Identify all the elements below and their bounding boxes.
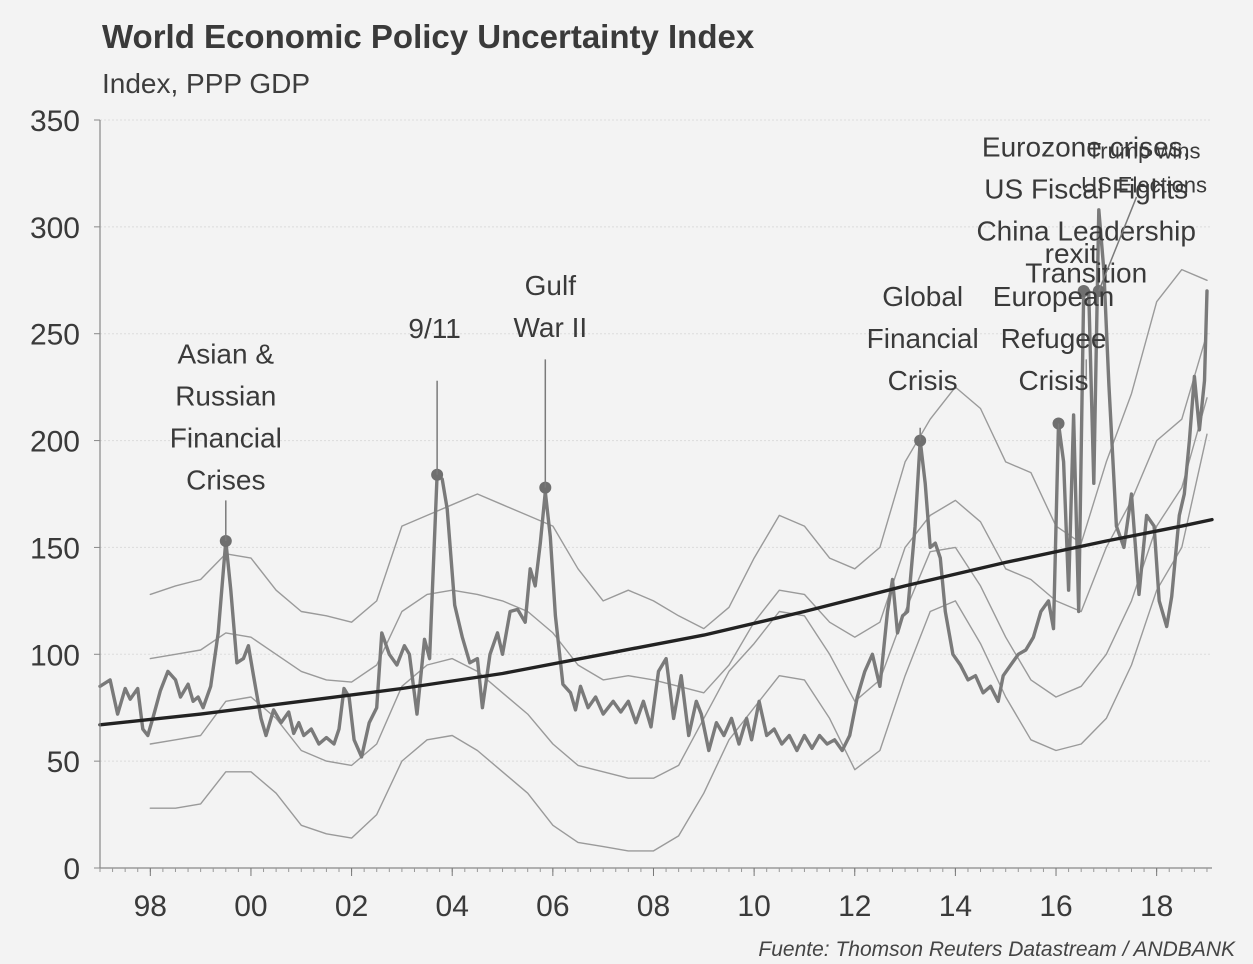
annotation: rexit: [1045, 238, 1098, 269]
y-tick-label: 250: [30, 319, 80, 352]
annotation: Asian & Russian Financial Crises: [170, 339, 282, 496]
annotation: Global Financial Crisis: [867, 281, 979, 396]
y-tick-label: 100: [30, 639, 80, 672]
annotation: Eurozone crises, US Fiscal Fights China Le…: [976, 131, 1196, 288]
y-tick-label: 0: [63, 853, 80, 886]
annotation-line: Russian: [175, 381, 276, 412]
annotation: Gulf War II: [514, 270, 588, 343]
y-tick-label: 350: [30, 105, 80, 138]
x-tick-label: 04: [436, 890, 469, 923]
x-tick-label: 02: [335, 890, 368, 923]
annotation-leader: [1098, 196, 1138, 292]
annotation-line: rexit: [1045, 238, 1098, 269]
x-tick-label: 08: [637, 890, 670, 923]
chart-title: World Economic Policy Uncertainty Index: [102, 18, 755, 55]
y-tick-label: 50: [47, 746, 80, 779]
x-tick-label: 18: [1140, 890, 1173, 923]
y-tick-label: 300: [30, 212, 80, 245]
grid-layer: [100, 119, 1212, 762]
annotation-line: US Fiscal Fights: [984, 173, 1188, 204]
annotation-line: Financial: [867, 323, 979, 354]
annotation-line: Asian &: [178, 339, 275, 370]
annotation-line: European: [993, 281, 1114, 312]
event-marker: [1077, 284, 1090, 297]
main-layer: [98, 208, 1214, 759]
x-tick-label: 00: [234, 890, 267, 923]
annotation-line: China Leadership: [976, 215, 1196, 246]
annotation-line: Crisis: [888, 365, 958, 396]
chart-subtitle: Index, PPP GDP: [102, 68, 311, 99]
annotation-line: Global: [882, 281, 963, 312]
x-tick-label: 12: [838, 890, 871, 923]
annotation: 9/11: [408, 313, 460, 344]
source-note: Fuente: Thomson Reuters Datastream / AND…: [758, 938, 1235, 961]
series-line-index: [98, 208, 1209, 759]
annotation: Trump wins US Elections: [1081, 138, 1207, 197]
x-tick-label: 16: [1039, 890, 1072, 923]
series-line-lower-band-1: [149, 433, 1208, 852]
x-tick-label: 06: [536, 890, 569, 923]
annotation-line: Crises: [186, 465, 265, 496]
series-line-upper-band-2: [149, 268, 1208, 630]
annotation-layer: Asian & Russian Financial Crises 9/11 Gulf War…: [170, 131, 1207, 542]
y-tick-label: 150: [30, 532, 80, 565]
annotation-line: 9/11: [408, 313, 460, 344]
annotation-line: War II: [514, 312, 588, 343]
band-layer: [149, 268, 1208, 852]
annotation-line: Transition: [1025, 257, 1147, 288]
annotation-line: Crisis: [1019, 365, 1089, 396]
series-line-trend: [98, 517, 1214, 727]
annotation-line: Financial: [170, 423, 282, 454]
annotation-line: Refugee: [1001, 323, 1107, 354]
annotation: European Refugee Crisis: [993, 281, 1114, 396]
x-tick-label: 98: [134, 890, 167, 923]
annotation-line: Trump wins: [1088, 138, 1201, 163]
series-line-lower-band-2: [149, 397, 1208, 779]
annotation-line: Gulf: [525, 270, 577, 301]
annotation-line: US Elections: [1081, 172, 1207, 197]
x-tick-label: 10: [737, 890, 770, 923]
x-tick-label: 14: [939, 890, 972, 923]
y-tick-label: 200: [30, 426, 80, 459]
axis-layer: 0 50 100 150 200 250 300 350 98 00 02 04 06 08 10 12 14 1…: [30, 105, 1212, 923]
annotation-line: Eurozone crises,: [982, 131, 1191, 162]
